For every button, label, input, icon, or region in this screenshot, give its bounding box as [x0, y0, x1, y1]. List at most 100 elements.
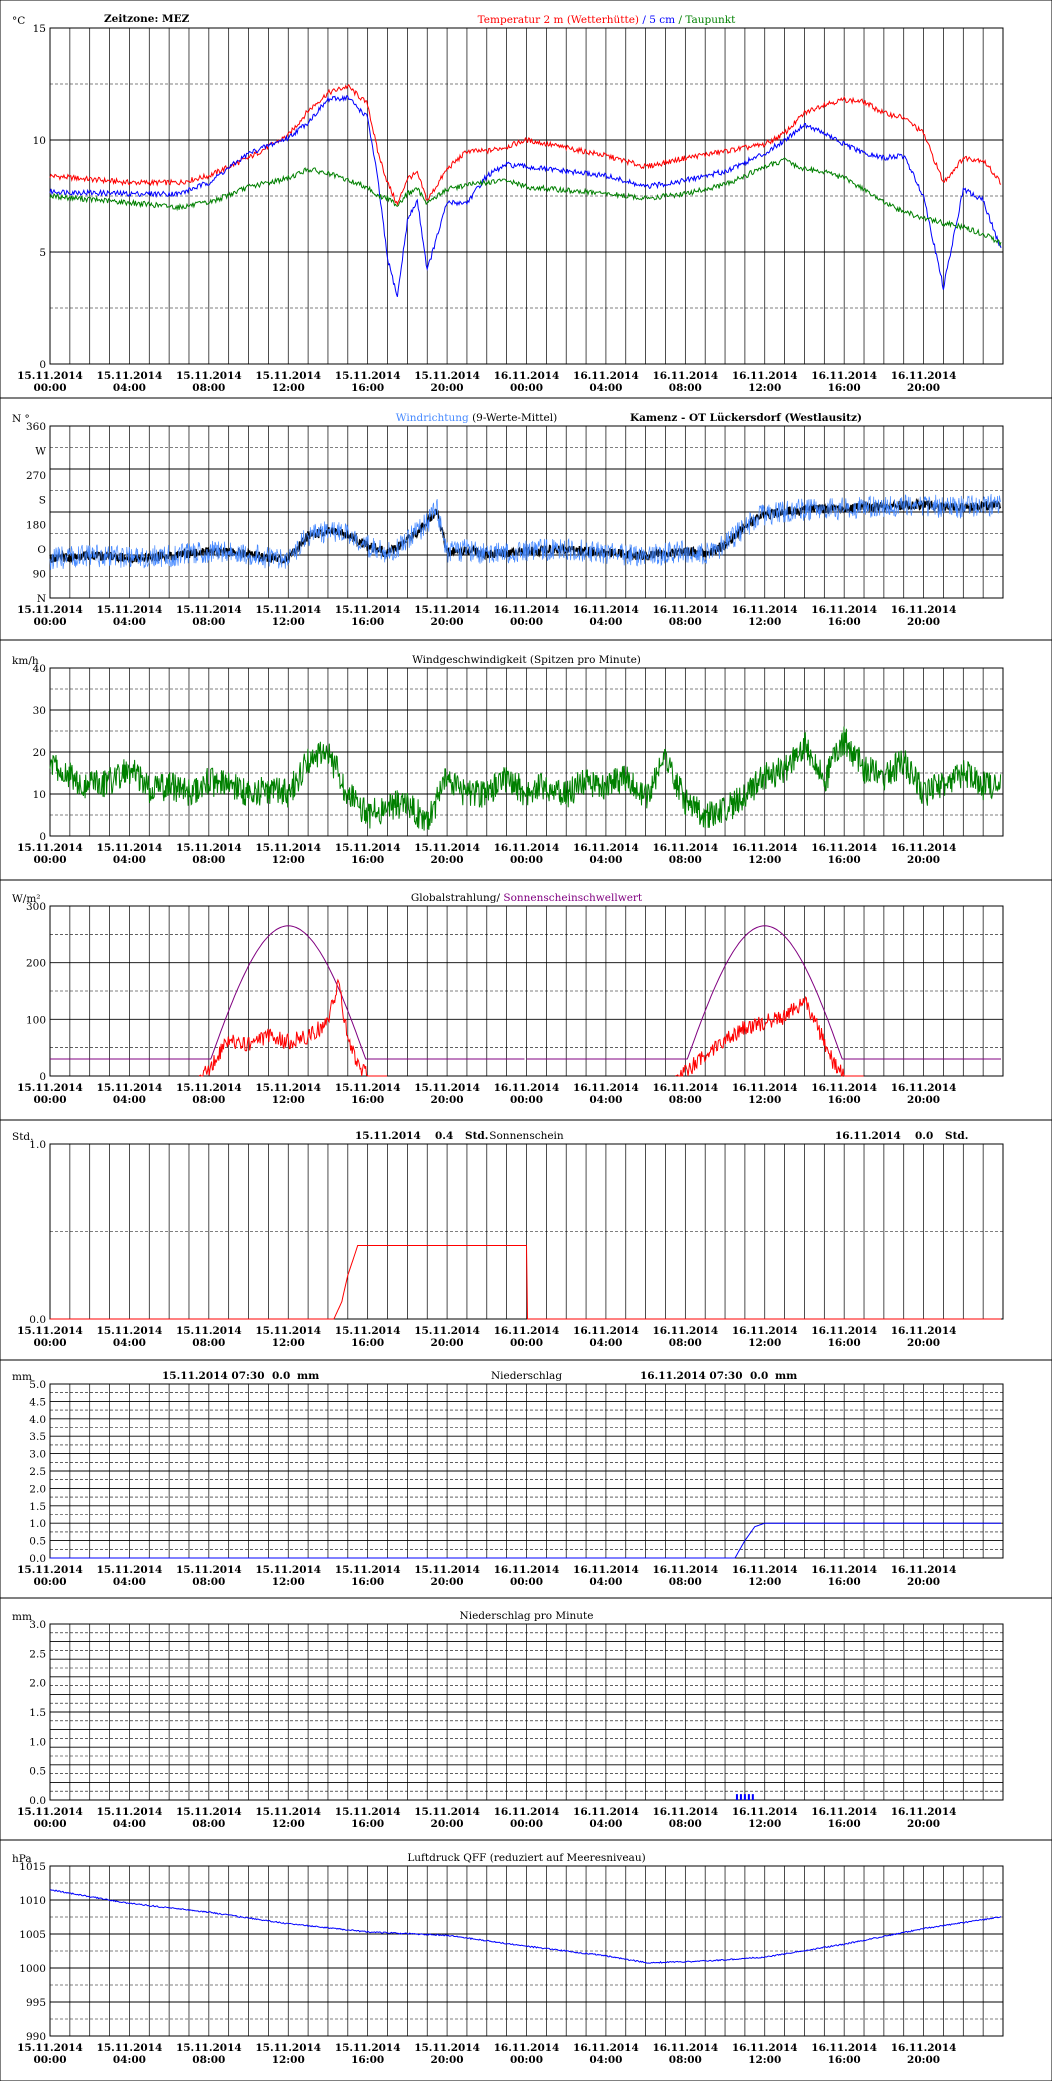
chart-panel-temperature: 0 5 10 15 °C Temperatur 2 m (Wetterhütte) / 5… [12, 14, 1004, 394]
annotation-unit: Std. [945, 1130, 968, 1142]
bar [751, 1794, 754, 1800]
x-tick-label-time: 04:00 [589, 1818, 622, 1830]
x-tick-label-time: 00:00 [33, 382, 66, 394]
chart-title-part: / [639, 14, 649, 26]
x-tick-label-time: 12:00 [748, 2054, 781, 2066]
x-tick-label-date: 16.11.2014 [652, 1325, 718, 1337]
x-tick-label-date: 15.11.2014 [414, 1564, 480, 1576]
x-tick-label-date: 16.11.2014 [891, 1082, 957, 1094]
y-tick-label: 0.0 [29, 1553, 46, 1565]
y-tick-label: 30 [33, 705, 46, 717]
x-tick-label-time: 00:00 [33, 854, 66, 866]
x-tick-label-time: 20:00 [431, 1818, 464, 1830]
x-tick-label-time: 08:00 [669, 854, 702, 866]
y-tick-label: 2.5 [29, 1648, 46, 1660]
x-tick-label-date: 15.11.2014 [17, 2042, 83, 2054]
x-tick-label-time: 20:00 [431, 854, 464, 866]
x-tick-label-date: 15.11.2014 [17, 1325, 83, 1337]
x-tick-label-date: 15.11.2014 [335, 1325, 401, 1337]
bar [743, 1794, 746, 1800]
x-tick-label-time: 08:00 [669, 382, 702, 394]
y-unit-label: km/h [12, 655, 39, 667]
x-tick-label-date: 15.11.2014 [414, 370, 480, 382]
x-tick-label-time: 08:00 [192, 382, 225, 394]
chart-title-part: Luftdruck QFF (reduziert auf Meeresnivea… [407, 1852, 645, 1864]
x-tick-label-date: 15.11.2014 [176, 1806, 242, 1818]
x-tick-label-time: 12:00 [272, 1337, 305, 1349]
y-tick-label: 360 [26, 421, 46, 433]
x-tick-label-date: 15.11.2014 [97, 370, 163, 382]
y-tick-label: 990 [26, 2031, 46, 2043]
annotation-date: 15.11.2014 07:30 [162, 1370, 265, 1382]
x-tick-label-time: 12:00 [272, 1818, 305, 1830]
x-tick-label-date: 16.11.2014 [652, 2042, 718, 2054]
x-tick-label-date: 16.11.2014 [494, 1082, 560, 1094]
x-tick-label-time: 16:00 [351, 1094, 384, 1106]
x-tick-label-time: 04:00 [113, 1576, 146, 1588]
x-tick-label-date: 15.11.2014 [17, 370, 83, 382]
x-tick-label-time: 00:00 [33, 1576, 66, 1588]
x-tick-label-date: 16.11.2014 [732, 1082, 798, 1094]
x-tick-label-time: 04:00 [589, 1576, 622, 1588]
y-tick-label: 1005 [19, 1929, 46, 1941]
x-tick-label-date: 16.11.2014 [732, 1806, 798, 1818]
y-tick-label: 0 [39, 1071, 46, 1083]
y-tick-label: 90 [33, 568, 46, 580]
plot-frame [49, 1865, 1004, 2037]
x-tick-label-date: 16.11.2014 [891, 1806, 957, 1818]
y-tick-label: 1000 [19, 1963, 46, 1975]
x-tick-label-date: 16.11.2014 [811, 1082, 877, 1094]
y-tick-label: 2.5 [29, 1466, 46, 1478]
x-tick-label-date: 15.11.2014 [176, 1082, 242, 1094]
series-line [49, 1889, 1002, 1964]
x-tick-label-date: 16.11.2014 [573, 842, 639, 854]
x-tick-label-date: 16.11.2014 [494, 370, 560, 382]
x-tick-label-time: 08:00 [669, 2054, 702, 2066]
x-tick-label-date: 15.11.2014 [255, 370, 321, 382]
x-tick-label-date: 16.11.2014 [811, 842, 877, 854]
x-tick-label-date: 15.11.2014 [97, 604, 163, 616]
plot-frame [49, 27, 1004, 365]
x-tick-label-time: 04:00 [113, 382, 146, 394]
x-tick-label-date: 16.11.2014 [573, 370, 639, 382]
x-tick-label-time: 04:00 [589, 1337, 622, 1349]
x-tick-label-time: 00:00 [510, 1337, 543, 1349]
chart-title: Niederschlag [491, 1370, 562, 1382]
y-tick-label: 20 [33, 747, 46, 759]
y-tick-label: 270 [26, 470, 46, 482]
y-tick-label: 0.5 [29, 1766, 46, 1778]
x-tick-label-time: 16:00 [351, 2054, 384, 2066]
x-tick-label-date: 15.11.2014 [335, 2042, 401, 2054]
x-tick-label-date: 16.11.2014 [494, 2042, 560, 2054]
y-tick-label: 1010 [19, 1895, 46, 1907]
series-threshold [50, 925, 525, 1060]
y-tick-label: 300 [26, 901, 46, 913]
x-tick-label-time: 04:00 [113, 1094, 146, 1106]
x-tick-label-date: 15.11.2014 [414, 1806, 480, 1818]
x-tick-label-date: 15.11.2014 [255, 604, 321, 616]
chart-title: Luftdruck QFF (reduziert auf Meeresnivea… [407, 1852, 645, 1864]
series-line [198, 978, 388, 1077]
x-tick-label-date: 15.11.2014 [97, 1325, 163, 1337]
x-tick-label-date: 16.11.2014 [652, 842, 718, 854]
x-tick-label-time: 12:00 [272, 382, 305, 394]
annotation-value: 0.0 [750, 1370, 768, 1382]
y-unit-label: °C [12, 15, 25, 27]
x-tick-label-date: 16.11.2014 [494, 1564, 560, 1576]
x-tick-label-date: 16.11.2014 [652, 1806, 718, 1818]
x-tick-label-date: 16.11.2014 [891, 842, 957, 854]
series-raw-direction [49, 493, 1001, 570]
x-tick-label-date: 15.11.2014 [97, 1564, 163, 1576]
x-tick-label-date: 16.11.2014 [891, 2042, 957, 2054]
x-tick-label-date: 15.11.2014 [414, 1325, 480, 1337]
y-tick-label: 4.0 [29, 1414, 46, 1426]
y-tick-label: 5 [39, 247, 46, 259]
x-tick-label-time: 20:00 [431, 1337, 464, 1349]
x-tick-label-time: 08:00 [192, 1818, 225, 1830]
x-tick-label-time: 20:00 [431, 1094, 464, 1106]
x-tick-label-date: 15.11.2014 [97, 842, 163, 854]
x-tick-label-time: 16:00 [828, 2054, 861, 2066]
y-tick-label: 1.0 [29, 1736, 46, 1748]
